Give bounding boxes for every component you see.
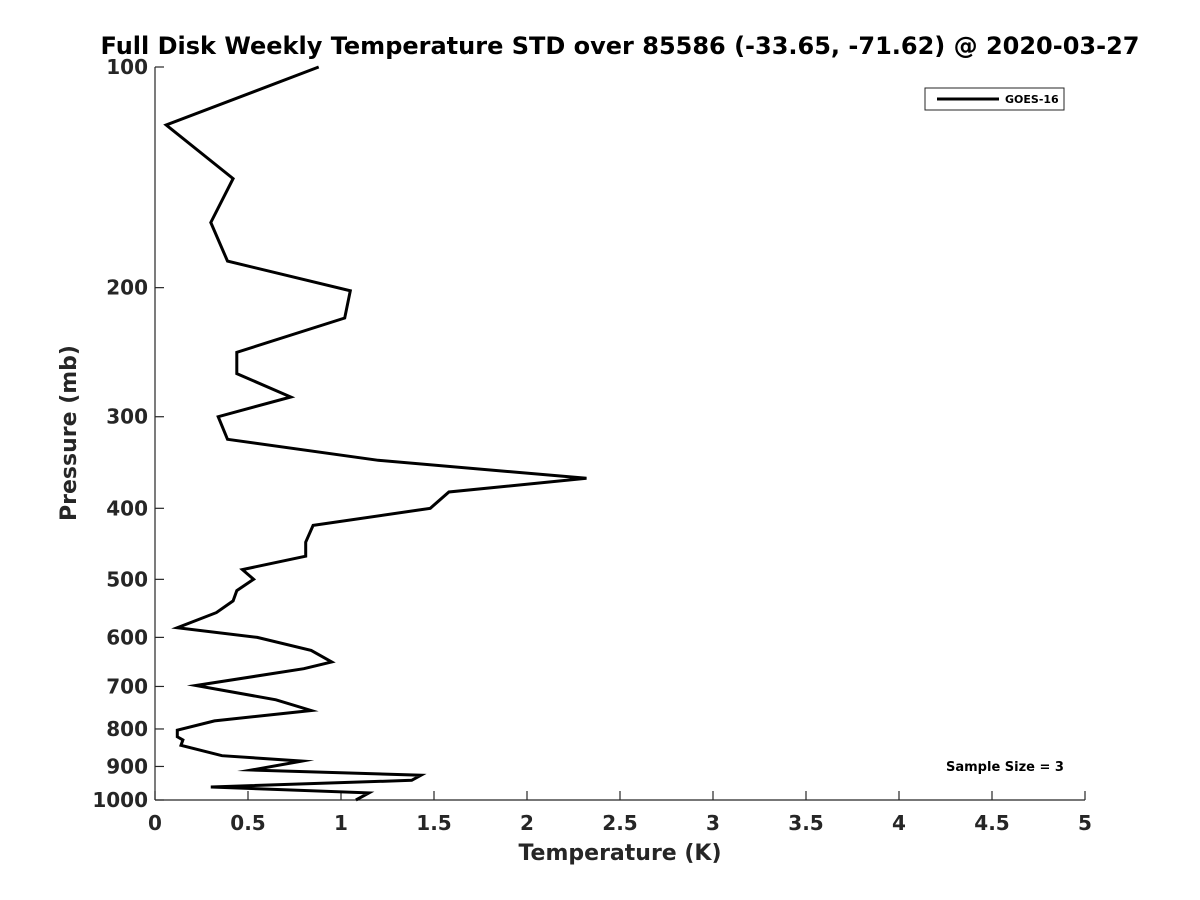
x-tick-label: 4.5: [974, 811, 1009, 835]
y-axis-label: Pressure (mb): [57, 345, 82, 521]
x-tick-label: 4: [892, 811, 906, 835]
y-tick-label: 400: [106, 496, 148, 520]
y-tick-label: 500: [106, 567, 148, 591]
y-tick-label: 600: [106, 625, 148, 649]
x-tick-label: 1.5: [416, 811, 451, 835]
sample-size-annotation: Sample Size = 3: [946, 760, 1064, 775]
y-tick-label: 100: [106, 55, 148, 79]
legend: GOES-16: [924, 87, 1065, 111]
x-tick-label: 1: [334, 811, 348, 835]
x-tick-label: 0.5: [230, 811, 265, 835]
y-ticks: 100 200 300 400 500 600 700 800 900 1000: [92, 55, 164, 812]
x-ticks: 0 0.5 1 1.5 2 2.5 3 3.5 4 4.5 5: [148, 791, 1092, 835]
legend-label: GOES-16: [1005, 93, 1059, 106]
y-tick-label: 900: [106, 754, 148, 778]
y-tick-label: 800: [106, 717, 148, 741]
x-tick-label: 2.5: [602, 811, 637, 835]
chart-title: Full Disk Weekly Temperature STD over 85…: [101, 32, 1140, 60]
x-tick-label: 3.5: [788, 811, 823, 835]
series-line-goes16: [163, 65, 587, 802]
x-tick-label: 5: [1078, 811, 1092, 835]
x-axis-label: Temperature (K): [518, 841, 721, 866]
y-tick-label: 200: [106, 276, 148, 300]
x-tick-label: 0: [148, 811, 162, 835]
y-tick-label: 300: [106, 405, 148, 429]
series-layer: [163, 65, 587, 802]
y-tick-label: 700: [106, 674, 148, 698]
y-tick-label: 1000: [92, 788, 148, 812]
x-tick-label: 3: [706, 811, 720, 835]
x-tick-label: 2: [520, 811, 534, 835]
